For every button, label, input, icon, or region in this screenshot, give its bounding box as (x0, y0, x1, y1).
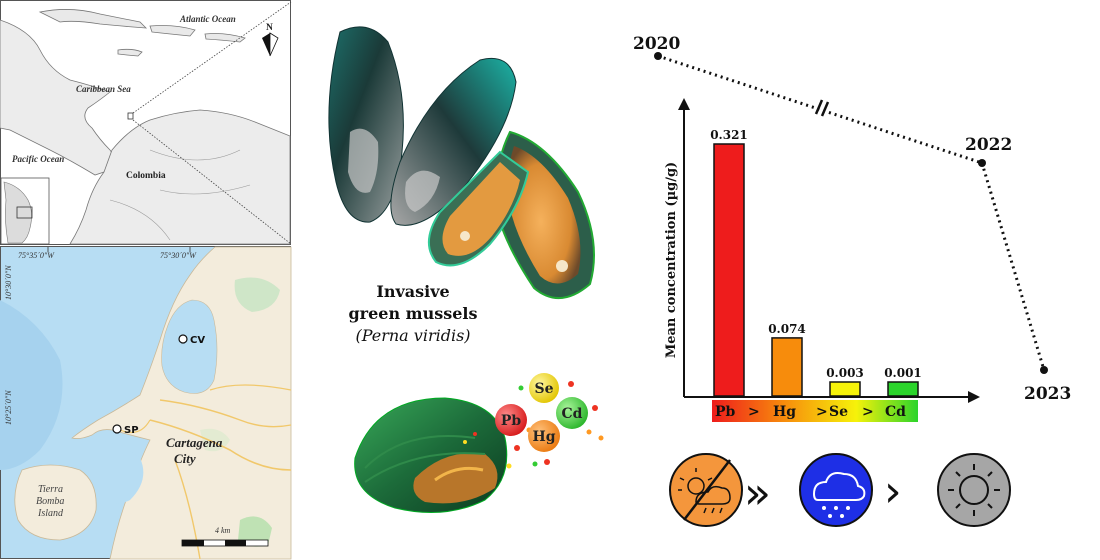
cadmium-ball-icon: Cd (556, 397, 588, 429)
longitude-label-1: 75°35´0"W (18, 251, 55, 260)
study-area-map: N Atlantic Ocean Caribbean Sea Pacific O… (0, 0, 292, 560)
regional-map: N Atlantic Ocean Caribbean Sea Pacific O… (0, 0, 292, 245)
pacific-ocean-label: Pacific Ocean (12, 154, 64, 164)
bar-value-hg: 0.074 (768, 322, 806, 336)
bar-series: 0.321 0.074 0.003 0.001 (710, 128, 922, 397)
bar-chart: Mean concentration (µg/g) 0.321 0.074 0.00… (664, 98, 980, 403)
scale-label: 4 km (215, 526, 231, 535)
x-axis-arrow-icon (968, 391, 980, 403)
city-label-line2: City (174, 451, 196, 466)
y-axis-arrow-icon (678, 98, 690, 110)
metal-ranking-bar: Pb > Hg > Se > Cd (712, 400, 918, 422)
site-cv-marker (178, 334, 188, 344)
bar-cd (887, 381, 919, 397)
north-arrow-icon: N (262, 23, 279, 57)
bar-value-cd: 0.001 (884, 366, 922, 380)
green-mussel-photo (328, 26, 595, 300)
rank-sep-1: > (748, 404, 760, 420)
lead-ball-icon: Pb (495, 404, 527, 436)
site-cv-label: CV (190, 335, 205, 346)
island-label-line2: Bomba (36, 496, 64, 507)
mercury-symbol: Hg (532, 429, 555, 445)
rank-se: Se (829, 404, 848, 420)
timeline-point-2022 (978, 159, 986, 167)
transition-season-icon (937, 453, 1011, 527)
y-axis-label: Mean concentration (µg/g) (664, 162, 679, 358)
mussel-caption: Invasive green mussels (Perna viridis) (318, 281, 508, 347)
bar-hg (771, 337, 803, 397)
north-label: N (266, 23, 273, 33)
greater-than-double-icon: » (744, 468, 771, 519)
island-label-line1: Tierra (38, 484, 63, 495)
rank-sep-2: > (816, 404, 828, 420)
mussel-metal-accumulation-illustration: Se Pb Cd Hg (354, 373, 604, 513)
sampling-timeline: 2020 2022 2023 (633, 34, 1071, 404)
bar-pb (713, 143, 745, 397)
rainy-season-icon (799, 453, 873, 527)
concentration-chart-panel: 2020 2022 2023 Mean concentration (µg/g)… (633, 34, 1071, 404)
rank-sep-3: > (862, 404, 874, 420)
mussel-caption-species: (Perna viridis) (355, 326, 471, 345)
atlantic-ocean-label: Atlantic Ocean (179, 14, 236, 24)
scale-bar: 4 km (181, 526, 269, 547)
latitude-label-2: 10°25´0"N (4, 390, 13, 425)
rank-pb: Pb (715, 404, 736, 420)
bar-value-se: 0.003 (826, 366, 864, 380)
longitude-label-2: 75°30´0"W (160, 251, 197, 260)
island-label-line3: Island (37, 508, 64, 519)
site-sp-label: SP (124, 425, 139, 436)
caribbean-sea-label: Caribbean Sea (76, 84, 131, 94)
mussel-caption-line1: Invasive (376, 282, 450, 301)
mussel-caption-line2: green mussels (348, 304, 478, 323)
rank-cd: Cd (885, 404, 906, 420)
mercury-ball-icon: Hg (528, 420, 560, 452)
cadmium-symbol: Cd (562, 406, 583, 422)
timeline-point-2020 (654, 52, 662, 60)
selenium-ball-icon: Se (529, 373, 559, 403)
timeline-break-icon (814, 99, 830, 117)
bar-value-pb: 0.321 (710, 128, 748, 142)
greater-than-icon: › (884, 466, 902, 517)
dry-season-icon (669, 453, 743, 527)
year-2022-label: 2022 (965, 135, 1012, 155)
selenium-symbol: Se (534, 381, 553, 397)
timeline-point-2023 (1040, 366, 1048, 374)
site-sp-marker (112, 424, 122, 434)
local-map: 75°35´0"W 75°30´0"W 10°30´0"N 10°25´0"N … (0, 246, 292, 560)
seasonal-comparison: » › (669, 453, 1011, 527)
rank-hg: Hg (773, 404, 796, 420)
year-2020-label: 2020 (633, 34, 680, 54)
colombia-label: Colombia (126, 171, 166, 181)
lead-symbol: Pb (501, 413, 522, 429)
year-2023-label: 2023 (1024, 384, 1071, 404)
city-label-line1: Cartagena (166, 435, 223, 450)
latitude-label-1: 10°30´0"N (4, 265, 13, 300)
bar-se (829, 381, 861, 397)
